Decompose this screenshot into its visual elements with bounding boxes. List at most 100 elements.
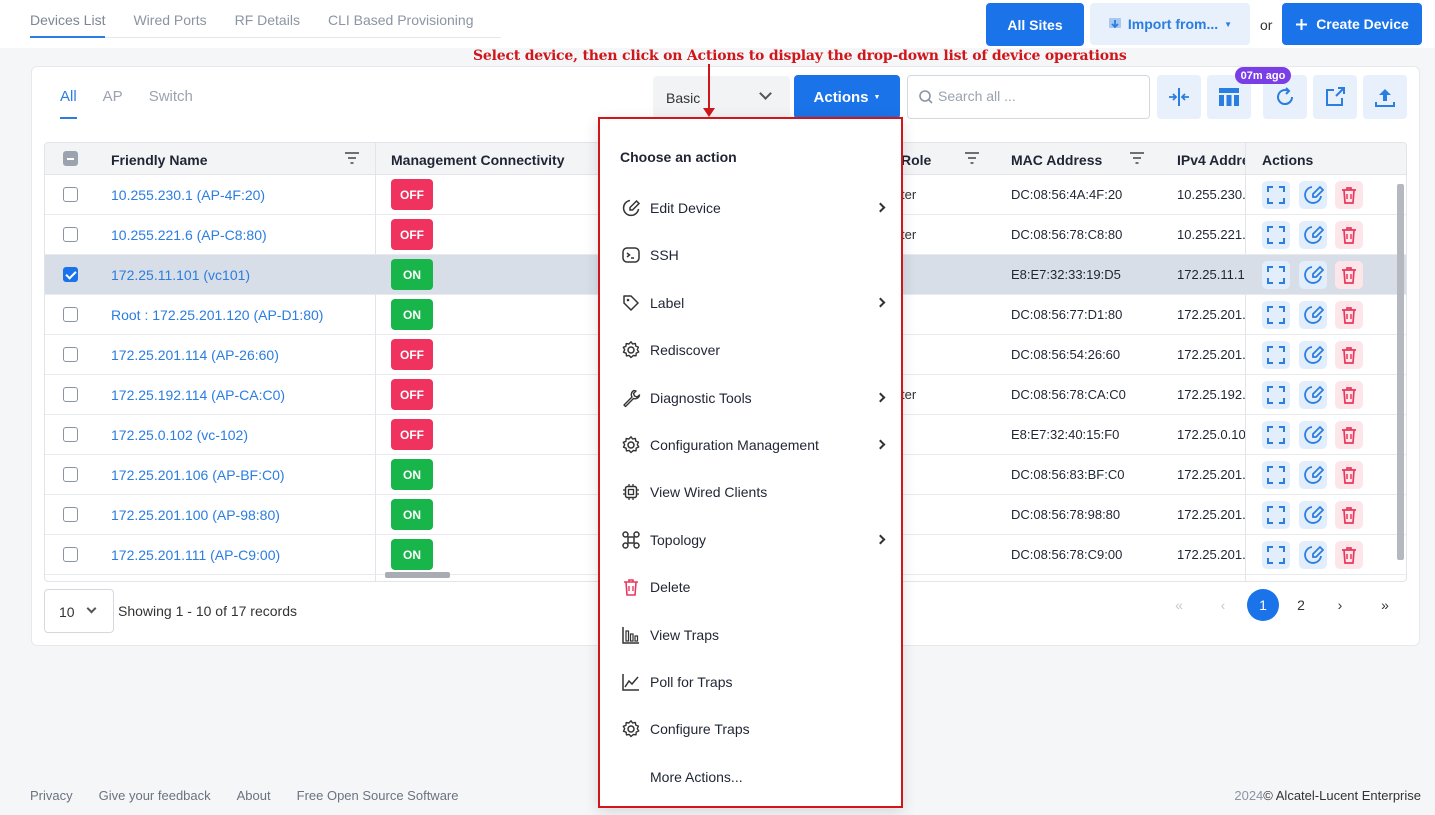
delete-device-button[interactable] — [1335, 381, 1363, 409]
edit-device-button[interactable] — [1299, 181, 1327, 209]
header-role[interactable]: Role — [901, 152, 932, 168]
view-device-button[interactable] — [1262, 221, 1290, 249]
device-name-link[interactable]: 172.25.11.101 (vc101) — [111, 267, 251, 283]
device-name-link[interactable]: 10.255.230.1 (AP-4F:20) — [111, 187, 266, 203]
actions-button[interactable]: Actions ▼ — [794, 75, 900, 119]
view-device-button[interactable] — [1262, 341, 1290, 369]
menu-item-view-traps[interactable]: View Traps — [600, 615, 901, 655]
row-checkbox[interactable] — [63, 467, 78, 482]
column-resize-button[interactable] — [1157, 75, 1201, 119]
row-checkbox[interactable] — [63, 547, 78, 562]
export-button[interactable] — [1313, 75, 1357, 119]
page-size-select[interactable]: 10 — [44, 589, 114, 633]
first-page-button[interactable]: « — [1175, 597, 1183, 613]
filter-tab-ap[interactable]: AP — [102, 88, 123, 105]
delete-device-button[interactable] — [1335, 421, 1363, 449]
edit-device-button[interactable] — [1299, 461, 1327, 489]
menu-item-label[interactable]: Label — [600, 283, 901, 323]
view-device-button[interactable] — [1262, 301, 1290, 329]
filter-icon[interactable] — [1130, 152, 1144, 164]
feedback-link[interactable]: Give your feedback — [98, 788, 211, 803]
device-name-link[interactable]: 172.25.201.106 (AP-BF:C0) — [111, 467, 285, 483]
scrollbar-thumb[interactable] — [1397, 184, 1404, 560]
delete-device-button[interactable] — [1335, 181, 1363, 209]
create-device-button[interactable]: Create Device — [1282, 3, 1422, 45]
menu-item-configuration-management[interactable]: Configuration Management — [600, 425, 901, 465]
row-checkbox[interactable] — [63, 267, 78, 282]
last-page-button[interactable]: » — [1381, 597, 1389, 613]
about-link[interactable]: About — [236, 788, 271, 803]
row-checkbox[interactable] — [63, 347, 78, 362]
edit-device-button[interactable] — [1299, 381, 1327, 409]
delete-device-button[interactable] — [1335, 261, 1363, 289]
filter-tab-switch[interactable]: Switch — [148, 88, 193, 105]
filter-icon[interactable] — [345, 152, 359, 164]
open-source-link[interactable]: Free Open Source Software — [296, 788, 459, 803]
search-input[interactable] — [938, 88, 1138, 104]
menu-item-configure-traps[interactable]: Configure Traps — [600, 709, 901, 749]
edit-device-button[interactable] — [1299, 301, 1327, 329]
menu-item-ssh[interactable]: SSH — [600, 235, 901, 275]
menu-item-delete[interactable]: Delete — [600, 567, 901, 607]
vertical-scrollbar[interactable] — [1397, 176, 1405, 574]
view-device-button[interactable] — [1262, 461, 1290, 489]
view-device-button[interactable] — [1262, 421, 1290, 449]
view-device-button[interactable] — [1262, 181, 1290, 209]
delete-device-button[interactable] — [1335, 501, 1363, 529]
edit-device-button[interactable] — [1299, 341, 1327, 369]
device-name-link[interactable]: 172.25.201.100 (AP-98:80) — [111, 507, 280, 523]
menu-item-edit-device[interactable]: Edit Device — [600, 188, 901, 228]
row-checkbox[interactable] — [63, 387, 78, 402]
prev-page-button[interactable]: ‹ — [1220, 597, 1226, 613]
page-1-button[interactable]: 1 — [1247, 589, 1279, 621]
tab-devices-list[interactable]: Devices List — [30, 0, 106, 38]
device-name-link[interactable]: 172.25.192.114 (AP-CA:C0) — [111, 387, 286, 403]
row-checkbox[interactable] — [63, 307, 78, 322]
horizontal-scrollbar[interactable] — [385, 572, 450, 578]
header-friendly-name[interactable]: Friendly Name — [111, 152, 208, 168]
delete-device-button[interactable] — [1335, 221, 1363, 249]
device-name-link[interactable]: 172.25.201.114 (AP-26:60) — [111, 347, 279, 363]
header-mac-address[interactable]: MAC Address — [1011, 152, 1103, 168]
next-page-button[interactable]: › — [1337, 597, 1343, 613]
view-device-button[interactable] — [1262, 261, 1290, 289]
delete-device-button[interactable] — [1335, 341, 1363, 369]
edit-device-button[interactable] — [1299, 221, 1327, 249]
filter-tab-all[interactable]: All — [60, 88, 77, 119]
delete-device-button[interactable] — [1335, 461, 1363, 489]
page-2-button[interactable]: 2 — [1297, 597, 1305, 613]
upload-button[interactable] — [1363, 75, 1407, 119]
privacy-link[interactable]: Privacy — [30, 788, 73, 803]
filter-icon[interactable] — [965, 152, 979, 164]
menu-item-diagnostic-tools[interactable]: Diagnostic Tools — [600, 378, 901, 418]
edit-device-button[interactable] — [1299, 261, 1327, 289]
row-checkbox[interactable] — [63, 227, 78, 242]
edit-device-button[interactable] — [1299, 501, 1327, 529]
menu-item-more-actions[interactable]: More Actions... — [600, 757, 901, 797]
view-select[interactable]: Basic — [653, 76, 790, 118]
view-device-button[interactable] — [1262, 541, 1290, 569]
device-name-link[interactable]: Root : 172.25.201.120 (AP-D1:80) — [111, 307, 324, 323]
delete-device-button[interactable] — [1335, 301, 1363, 329]
delete-device-button[interactable] — [1335, 541, 1363, 569]
select-all-checkbox[interactable] — [63, 151, 78, 166]
menu-item-poll-for-traps[interactable]: Poll for Traps — [600, 662, 901, 702]
all-sites-button[interactable]: All Sites — [986, 3, 1084, 46]
device-name-link[interactable]: 172.25.201.111 (AP-C9:00) — [111, 547, 281, 563]
tab-wired-ports[interactable]: Wired Ports — [133, 12, 207, 28]
header-ipv4-address[interactable]: IPv4 Addre — [1177, 152, 1245, 168]
menu-item-topology[interactable]: Topology — [600, 520, 901, 560]
view-device-button[interactable] — [1262, 381, 1290, 409]
import-from-button[interactable]: Import from... ▼ — [1090, 3, 1250, 45]
menu-item-view-wired-clients[interactable]: View Wired Clients — [600, 472, 901, 512]
tab-cli-provisioning[interactable]: CLI Based Provisioning — [327, 12, 474, 28]
device-name-link[interactable]: 10.255.221.6 (AP-C8:80) — [111, 227, 267, 243]
header-management-connectivity[interactable]: Management Connectivity — [391, 152, 565, 168]
row-checkbox[interactable] — [63, 507, 78, 522]
menu-item-rediscover[interactable]: Rediscover — [600, 330, 901, 370]
edit-device-button[interactable] — [1299, 421, 1327, 449]
row-checkbox[interactable] — [63, 187, 78, 202]
row-checkbox[interactable] — [63, 427, 78, 442]
device-name-link[interactable]: 172.25.0.102 (vc-102) — [111, 427, 248, 443]
view-device-button[interactable] — [1262, 501, 1290, 529]
